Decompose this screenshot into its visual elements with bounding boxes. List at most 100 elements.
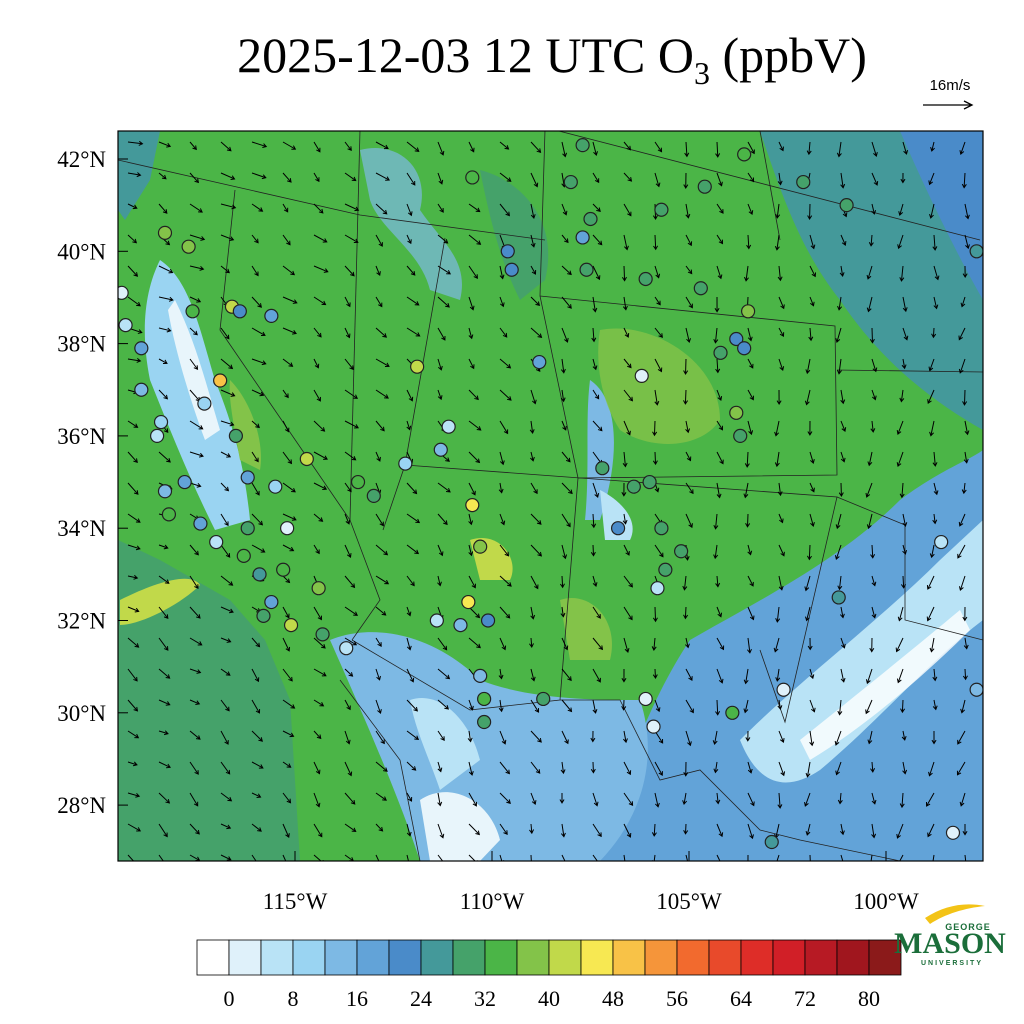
station (228, 428, 243, 443)
wind-arrow (716, 265, 723, 280)
wind-arrow (127, 574, 139, 580)
wind-arrow (651, 854, 657, 861)
wind-arrow (806, 141, 812, 156)
wind-arrow (437, 544, 444, 557)
wind-arrow (899, 854, 904, 861)
wind-key-label: 16m/s (930, 77, 971, 94)
wind-arrow (622, 513, 628, 525)
wind-arrow (282, 203, 289, 213)
wind-arrow (902, 761, 908, 775)
station (796, 174, 811, 190)
wind-arrow (344, 606, 359, 616)
wind-arrow (747, 327, 753, 342)
wind-arrow (654, 544, 664, 558)
wind-arrow (313, 699, 325, 707)
wind-arrow (747, 575, 754, 587)
station (410, 359, 425, 374)
wind-arrow (189, 637, 203, 646)
wind-arrow (220, 482, 230, 492)
lat-label: 34°N (57, 516, 106, 541)
wind-arrow (654, 389, 660, 406)
wind-arrow (313, 327, 322, 338)
wind-arrow (957, 544, 966, 559)
wind-arrow (127, 513, 141, 523)
logo-bottom: UNIVERSITY (921, 960, 983, 967)
wind-arrow (778, 327, 785, 338)
lat-label: 38°N (57, 332, 106, 357)
wind-arrow (560, 389, 566, 403)
station (713, 345, 728, 360)
wind-arrow (468, 761, 474, 776)
wind-arrow (685, 296, 693, 309)
wind-arrow (775, 668, 781, 682)
wind-arrow (375, 668, 381, 681)
wind-arrow (375, 234, 383, 247)
station (674, 544, 689, 559)
wind-arrow (530, 141, 542, 154)
wind-arrow (251, 234, 259, 244)
station (398, 456, 413, 471)
colorbar-tick-label: 0 (224, 986, 235, 1011)
wind-arrow (962, 823, 968, 836)
wind-arrow (468, 296, 475, 311)
wind-arrow (623, 327, 630, 338)
wind-arrow (344, 513, 351, 525)
wind-arrow (251, 358, 267, 366)
colorbar-box (324, 939, 358, 976)
colorbar-box (868, 939, 902, 976)
wind-arrow (499, 544, 510, 557)
wind-arrow (592, 141, 598, 156)
wind-arrow (530, 172, 539, 188)
wind-vectors (127, 140, 970, 861)
colorbar: 0 8 16 24 32 40 48 56 64 72 80 (196, 939, 902, 1011)
wind-arrow (925, 792, 935, 807)
station (134, 382, 149, 397)
wind-arrow (375, 389, 389, 399)
station (366, 488, 381, 503)
wind-arrow (189, 575, 199, 590)
wind-arrow (220, 172, 236, 180)
wind-arrow (375, 792, 387, 801)
wind-arrow (590, 730, 596, 743)
wind-arrow (158, 699, 171, 706)
wind-arrow (621, 482, 627, 497)
wind-arrow (592, 358, 598, 371)
wind-arrow (189, 730, 201, 740)
wind-arrow (836, 141, 842, 158)
wind-arrow (840, 668, 846, 683)
wind-arrow (406, 637, 412, 651)
wind-arrow (437, 575, 442, 587)
station (441, 419, 456, 434)
colorbar-box (516, 939, 550, 976)
wind-arrow (651, 637, 657, 651)
wind-arrow (313, 265, 329, 273)
wind-arrow (189, 606, 201, 619)
wind-arrow (929, 544, 935, 559)
wind-arrow (713, 544, 719, 560)
wind-arrow (251, 730, 263, 742)
wind-arrow (962, 265, 968, 279)
wind-arrow (344, 296, 351, 308)
wind-arrow (743, 482, 749, 499)
wind-arrow (927, 823, 935, 838)
wind-arrow (499, 172, 512, 182)
colorbar-tick-label: 64 (730, 986, 752, 1011)
station (579, 262, 594, 277)
wind-arrow (778, 575, 784, 591)
wind-arrow (747, 420, 754, 436)
wind-arrow (498, 699, 504, 713)
colorbar-tick-label: 32 (474, 986, 496, 1011)
wind-arrow (561, 699, 573, 713)
wind-arrow (962, 606, 968, 622)
wind-arrow (220, 141, 232, 152)
wind-arrow (468, 451, 481, 464)
wind-arrow (344, 358, 354, 371)
wind-arrow (220, 730, 229, 745)
wind-arrow (375, 730, 385, 745)
wind-arrow (282, 823, 290, 839)
wind-arrow (220, 203, 237, 210)
wind-arrow (836, 358, 842, 375)
wind-arrow (375, 575, 390, 585)
wind-arrow (685, 265, 693, 275)
wind-arrow (468, 575, 476, 589)
